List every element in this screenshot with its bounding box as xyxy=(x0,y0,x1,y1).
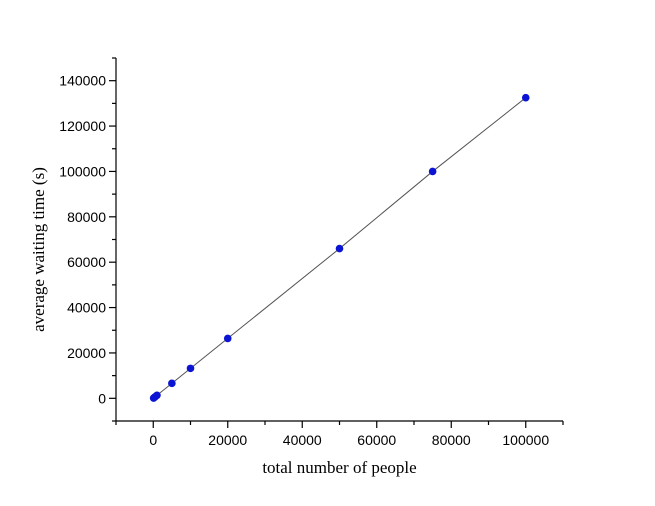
data-point xyxy=(186,364,195,373)
data-point xyxy=(168,379,176,388)
x-tick-label: 80000 xyxy=(432,432,471,448)
y-axis-title: average waiting time (s) xyxy=(29,167,48,332)
y-tick-label: 40000 xyxy=(67,300,106,316)
data-point xyxy=(428,167,437,176)
x-axis-title: total number of people xyxy=(262,458,416,477)
y-tick-label: 100000 xyxy=(59,163,106,179)
data-point xyxy=(153,391,161,400)
plot-area: 0 20000 40000 60000 80000 100000 0 20000 40000 60… xyxy=(59,57,564,448)
y-tick-label: 0 xyxy=(98,390,106,406)
x-tick-label: 20000 xyxy=(208,432,247,448)
data-point xyxy=(521,93,530,102)
y-tick-label: 140000 xyxy=(59,73,106,89)
x-tick-label: 100000 xyxy=(502,432,549,448)
y-tick-label: 60000 xyxy=(67,254,106,270)
x-tick-label: 40000 xyxy=(283,432,322,448)
x-tick-label: 0 xyxy=(149,432,157,448)
y-tick-label: 120000 xyxy=(59,118,106,134)
x-tick-label: 60000 xyxy=(357,432,396,448)
data-point xyxy=(335,244,344,253)
data-point xyxy=(223,334,232,343)
y-tick-label: 80000 xyxy=(67,209,106,225)
y-tick-label: 20000 xyxy=(67,345,106,361)
